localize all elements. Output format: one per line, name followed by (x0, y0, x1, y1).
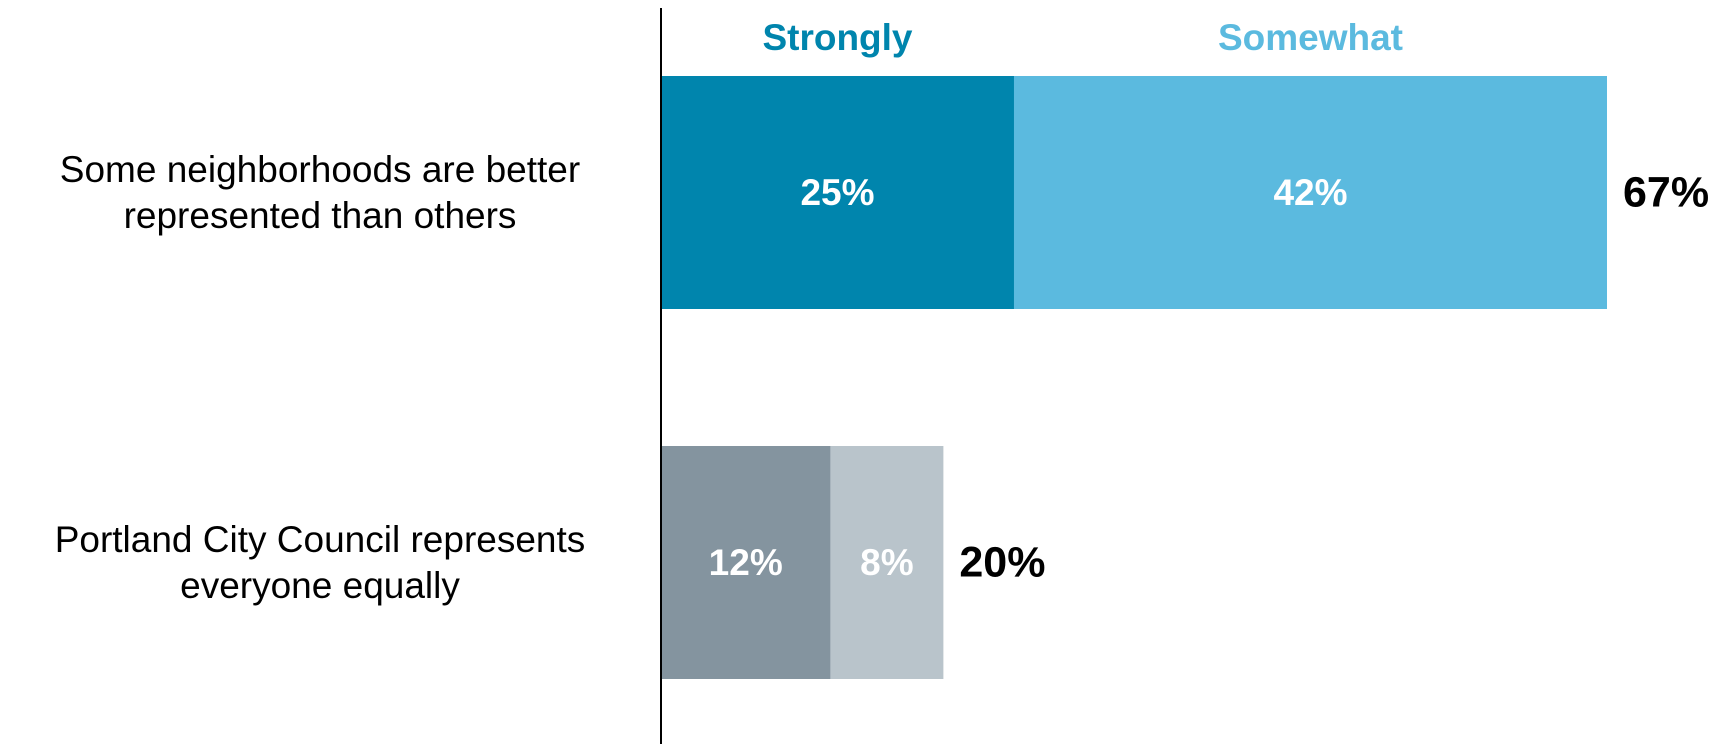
total-label-0: 67% (1623, 169, 1709, 217)
data-label-somewhat-0: 42% (1273, 172, 1347, 213)
bar-segment-strongly-1 (661, 446, 831, 679)
data-label-somewhat-1: 8% (860, 542, 913, 583)
bar-segment-somewhat-0 (1013, 76, 1607, 309)
legend-strongly: Strongly (762, 17, 912, 58)
category-label-0-line-1: represented than others (124, 195, 517, 236)
legend-somewhat: Somewhat (1218, 17, 1403, 58)
bar-segment-somewhat-1 (830, 446, 944, 679)
category-label-0-line-0: Some neighborhoods are better (60, 149, 580, 190)
data-label-strongly-0: 25% (800, 172, 874, 213)
total-label-1: 20% (959, 539, 1045, 587)
category-label-1-line-1: everyone equally (180, 565, 460, 606)
bar-segment-strongly-0 (661, 76, 1014, 309)
category-label-1-line-0: Portland City Council represents (55, 519, 586, 560)
data-label-strongly-1: 12% (709, 542, 783, 583)
